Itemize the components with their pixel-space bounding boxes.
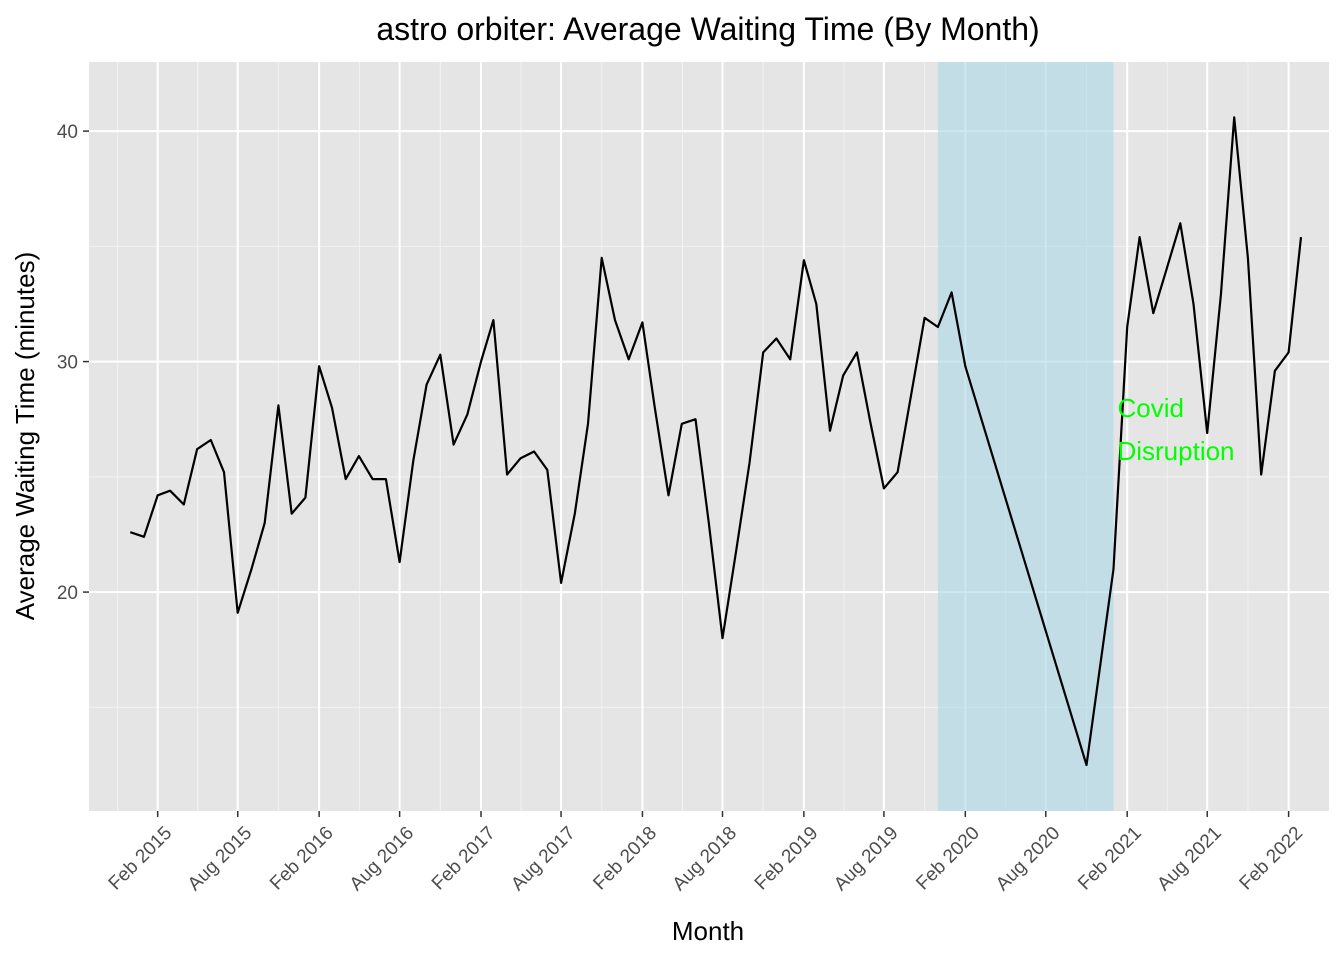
x-tick-label: Aug 2017 [507, 823, 579, 895]
x-tick-label: Feb 2017 [428, 823, 500, 895]
shaded-region-layer [937, 62, 1114, 811]
annotation-layer: Covid Disruption [1117, 393, 1234, 466]
x-tick-label: Feb 2019 [751, 823, 823, 895]
plot-panel [89, 62, 1329, 811]
annotation-text-line: Covid [1117, 393, 1183, 423]
x-tick-label: Feb 2022 [1236, 823, 1308, 895]
x-tick-label: Aug 2018 [669, 823, 741, 895]
major-gridlines [89, 62, 1329, 811]
x-tick-label: Aug 2020 [992, 823, 1064, 895]
x-tick-label: Feb 2020 [912, 823, 984, 895]
x-tick-label: Aug 2016 [346, 823, 418, 895]
covid-shaded-region [937, 62, 1114, 811]
y-axis-title: Average Waiting Time (minutes) [10, 252, 40, 620]
y-tick-label: 20 [57, 583, 78, 604]
x-axis: Feb 2015 Aug 2015 Feb 2016 Aug 2016 Feb 2017… [105, 811, 1308, 895]
y-axis: 20 30 40 [57, 122, 89, 604]
x-tick-label: Feb 2015 [105, 823, 177, 895]
x-tick-label: Feb 2018 [589, 823, 661, 895]
x-tick-label: Aug 2019 [830, 823, 902, 895]
y-tick-label: 30 [57, 353, 78, 374]
annotation-text-line: Disruption [1117, 436, 1234, 466]
series-line-layer [129, 116, 1303, 767]
x-tick-label: Feb 2021 [1074, 823, 1146, 895]
x-tick-label: Aug 2021 [1153, 823, 1225, 895]
series-line [129, 116, 1303, 767]
y-tick-label: 40 [57, 122, 78, 143]
chart-title: astro orbiter: Average Waiting Time (By … [376, 11, 1039, 47]
x-tick-label: Feb 2016 [266, 823, 338, 895]
x-tick-label: Aug 2015 [184, 823, 256, 895]
x-axis-title: Month [672, 916, 744, 946]
